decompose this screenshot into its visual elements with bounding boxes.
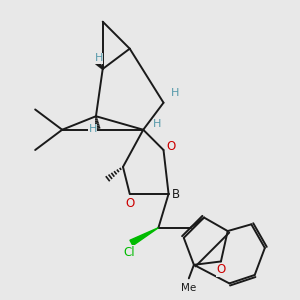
Text: Cl: Cl [123, 246, 134, 259]
Text: O: O [216, 263, 226, 276]
Text: Me: Me [181, 283, 196, 293]
Polygon shape [130, 228, 158, 245]
Text: B: B [172, 188, 180, 201]
Text: H: H [153, 119, 162, 129]
Text: H: H [171, 88, 179, 98]
Text: O: O [125, 197, 134, 210]
Text: H: H [94, 53, 103, 63]
Text: O: O [166, 140, 176, 153]
Text: H: H [88, 124, 97, 134]
